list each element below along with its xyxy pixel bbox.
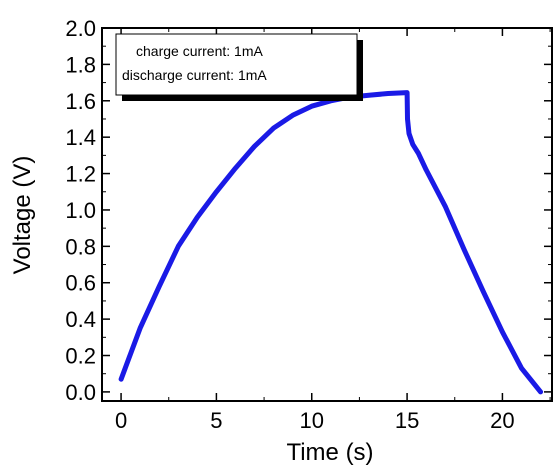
y-tick-label: 2.0 — [65, 16, 96, 41]
y-tick-label: 1.6 — [65, 89, 96, 114]
legend-line-discharge: discharge current: 1mA — [122, 67, 267, 83]
y-tick-label: 1.0 — [65, 198, 96, 223]
y-tick-label: 0.6 — [65, 271, 96, 296]
x-axis-title: Time (s) — [286, 439, 373, 466]
legend-box — [115, 33, 358, 96]
y-tick-label: 1.2 — [65, 162, 96, 187]
y-tick-label: 0.2 — [65, 344, 96, 369]
y-tick-label: 0.0 — [65, 380, 96, 405]
y-tick-label: 0.4 — [65, 307, 96, 332]
x-tick-label: 5 — [210, 408, 222, 433]
x-axis-ticks: 0 5 10 15 20 — [115, 28, 551, 433]
plot-frame — [101, 27, 553, 402]
y-tick-label: 1.4 — [65, 125, 96, 150]
x-tick-label: 20 — [490, 408, 514, 433]
y-tick-label: 1.8 — [65, 52, 96, 77]
legend: charge current: 1mA discharge current: 1… — [115, 33, 363, 101]
y-tick-label: 0.8 — [65, 234, 96, 259]
series-line-0 — [118, 90, 544, 395]
x-tick-label: 0 — [115, 408, 127, 433]
series-layer — [118, 90, 544, 395]
x-tick-label: 10 — [300, 408, 324, 433]
legend-line-charge: charge current: 1mA — [136, 43, 263, 59]
x-tick-label: 15 — [395, 408, 419, 433]
y-axis-ticks: 0.0 0.2 0.4 0.6 0.8 1.0 1.2 1.4 1.6 1.8 2.0 — [65, 16, 552, 405]
y-axis-title: Voltage (V) — [9, 156, 36, 275]
